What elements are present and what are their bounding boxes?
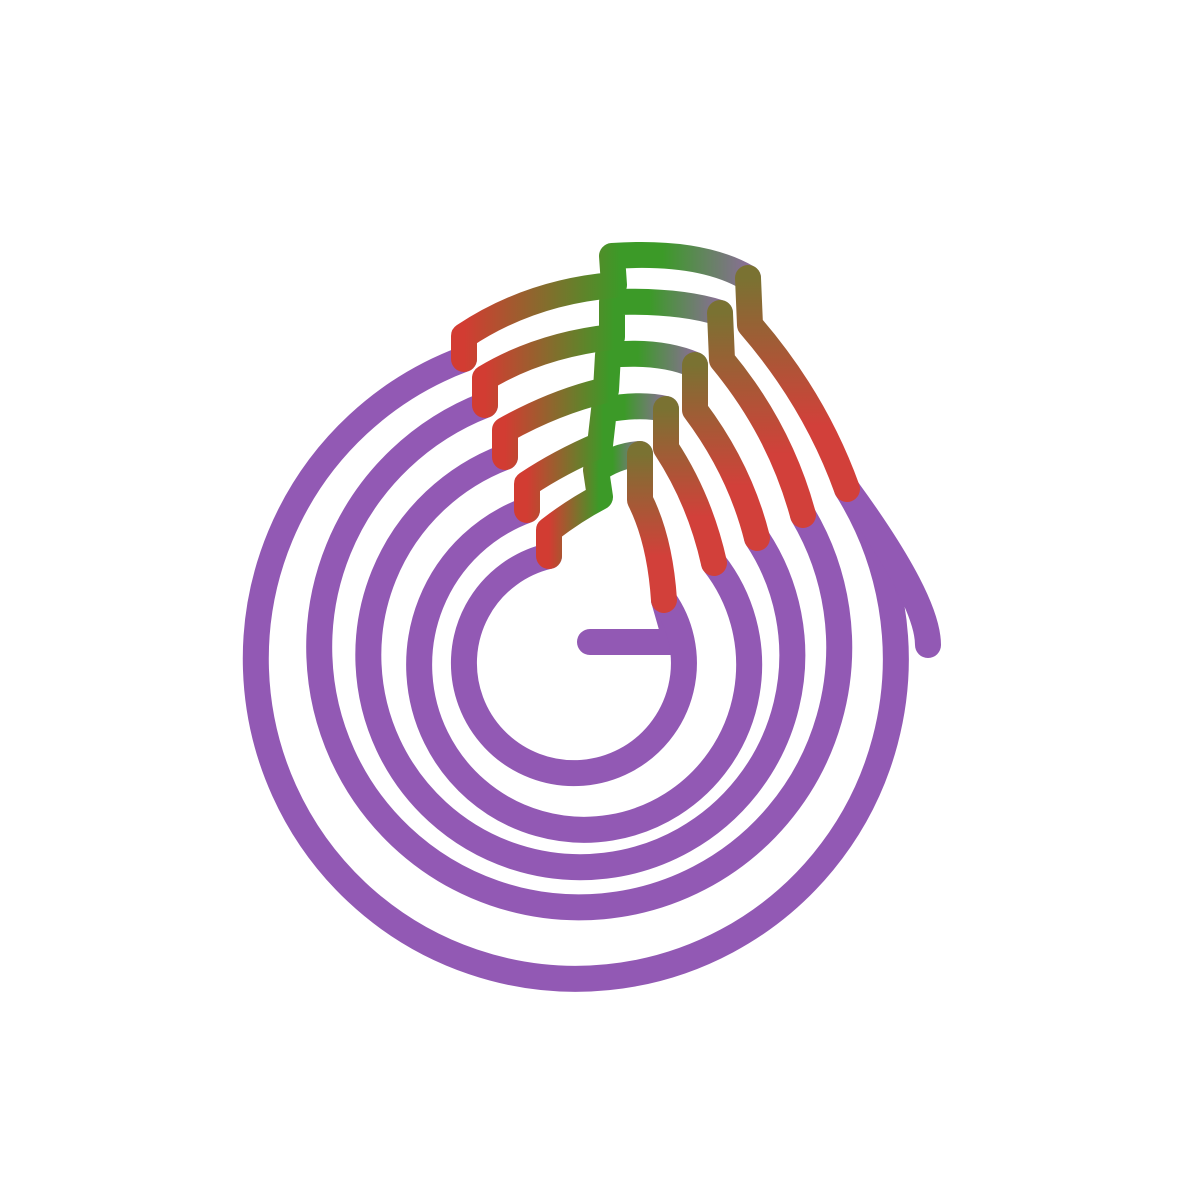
cap-5 [451,241,761,372]
cap-2 [514,393,679,523]
strand-4 [707,300,816,528]
strand-2 [653,396,727,576]
spiral-ring-2 [406,497,763,843]
spiral-ring-4 [306,392,853,921]
strand-3 [682,352,770,551]
spiral-ring-6 [834,476,941,658]
gradient-caps [451,241,761,569]
spiral-ring-1 [450,543,697,787]
descending-strands [627,265,860,613]
spiral-ring-5 [242,346,909,992]
spiral-ring-3 [355,444,806,881]
cap-4 [472,288,733,418]
strand-1 [627,441,677,613]
cap-1 [536,441,653,569]
spiral-arcs [242,346,941,992]
cap-3 [492,340,708,470]
strand-5 [735,265,860,502]
